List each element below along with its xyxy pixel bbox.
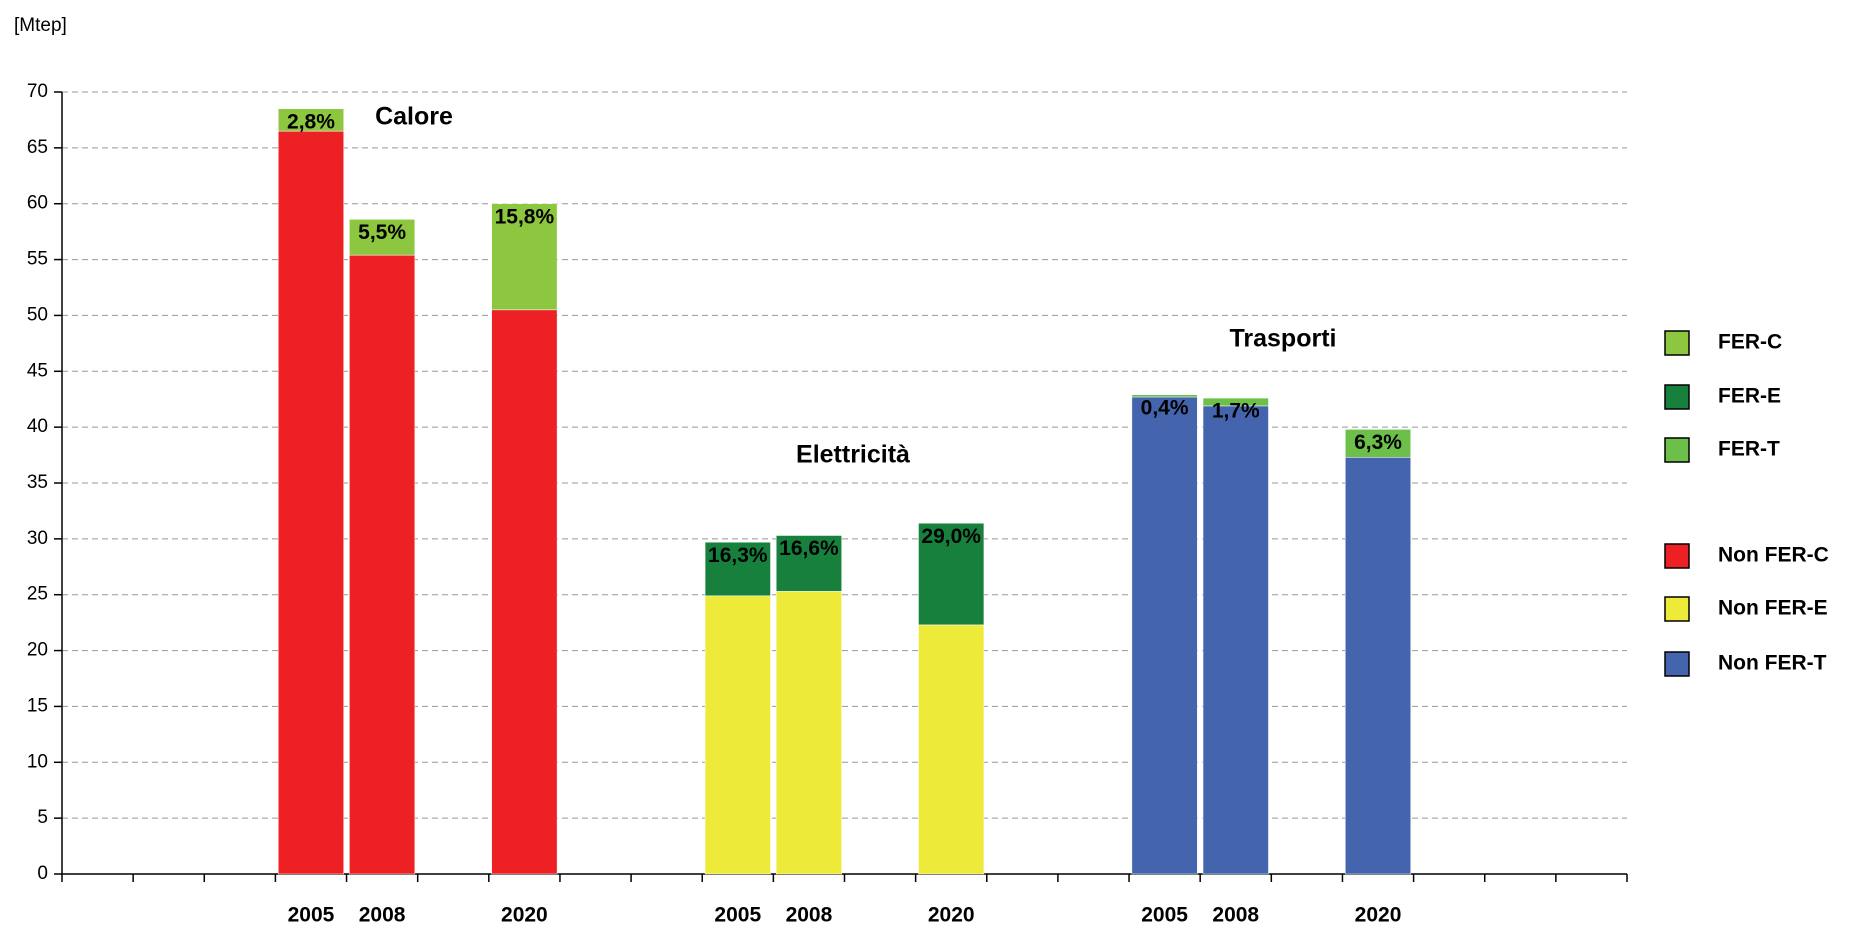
y-tick-label: 0: [37, 863, 48, 884]
legend-label: FER-T: [1718, 438, 1780, 461]
y-tick-label: 35: [27, 472, 48, 493]
y-tick-label: 50: [27, 304, 48, 325]
share-label: 16,6%: [779, 537, 839, 560]
y-tick-label: 40: [27, 416, 48, 437]
x-tick-label: 2005: [714, 904, 761, 927]
share-label: 6,3%: [1354, 431, 1402, 454]
legend-label: FER-E: [1718, 385, 1781, 408]
group-label: Trasporti: [1230, 325, 1337, 353]
legend-swatch: [1664, 651, 1690, 677]
x-tick-label: 2005: [288, 904, 335, 927]
y-tick-label: 20: [27, 640, 48, 661]
x-tick-label: 2020: [928, 904, 975, 927]
bar-segment: [775, 535, 842, 592]
y-tick-label: 30: [27, 528, 48, 549]
legend-label: Non FER-C: [1718, 544, 1829, 567]
share-label: 1,7%: [1212, 400, 1260, 423]
bar-segment: [1345, 429, 1411, 458]
legend-swatch: [1664, 596, 1690, 622]
legend-swatch: [1664, 543, 1690, 569]
x-tick-label: 2008: [359, 904, 406, 927]
y-tick-label: 15: [27, 695, 48, 716]
x-tick-label: 2008: [1212, 904, 1259, 927]
x-tick-label: 2020: [501, 904, 548, 927]
bar-segment: [278, 108, 344, 132]
x-tick-label: 2005: [1141, 904, 1188, 927]
bar-segment: [491, 309, 558, 875]
legend-swatch: [1664, 384, 1690, 410]
share-label: 29,0%: [921, 525, 981, 548]
legend-label: Non FER-T: [1718, 652, 1827, 675]
y-tick-label: 25: [27, 584, 48, 605]
legend-label: FER-C: [1718, 331, 1782, 354]
bar-segment: [1202, 397, 1269, 407]
share-label: 16,3%: [708, 544, 768, 567]
y-tick-label: 55: [27, 249, 48, 270]
bar-segment: [704, 595, 771, 875]
y-axis-label: [Mtep]: [14, 15, 67, 36]
bar-segment: [1131, 396, 1198, 875]
x-tick-label: 2008: [786, 904, 833, 927]
y-tick-label: 5: [37, 807, 48, 828]
legend-label: Non FER-E: [1718, 597, 1828, 620]
y-tick-label: 10: [27, 751, 48, 772]
y-tick-label: 60: [27, 193, 48, 214]
share-label: 15,8%: [495, 205, 555, 228]
bar-segment: [918, 522, 985, 626]
bar-segment: [278, 130, 344, 875]
group-label: Calore: [375, 103, 453, 131]
share-label: 5,5%: [358, 221, 406, 244]
group-label: Elettricità: [796, 441, 910, 469]
bar-segment: [1345, 457, 1411, 875]
bar-segment: [775, 591, 842, 875]
share-label: 0,4%: [1141, 396, 1189, 419]
bar-segment: [349, 254, 416, 875]
x-tick-label: 2020: [1355, 904, 1402, 927]
y-tick-label: 70: [27, 81, 48, 102]
share-label: 2,8%: [287, 110, 335, 133]
bar-segment: [1202, 405, 1269, 875]
y-tick-label: 45: [27, 360, 48, 381]
bar-segment: [918, 624, 985, 875]
bar-segment: [349, 219, 416, 256]
bar-segment: [704, 541, 771, 597]
legend-swatch: [1664, 437, 1690, 463]
y-tick-label: 65: [27, 137, 48, 158]
legend-swatch: [1664, 330, 1690, 356]
bar-segment: [491, 203, 558, 311]
bar-segment: [1131, 394, 1198, 398]
